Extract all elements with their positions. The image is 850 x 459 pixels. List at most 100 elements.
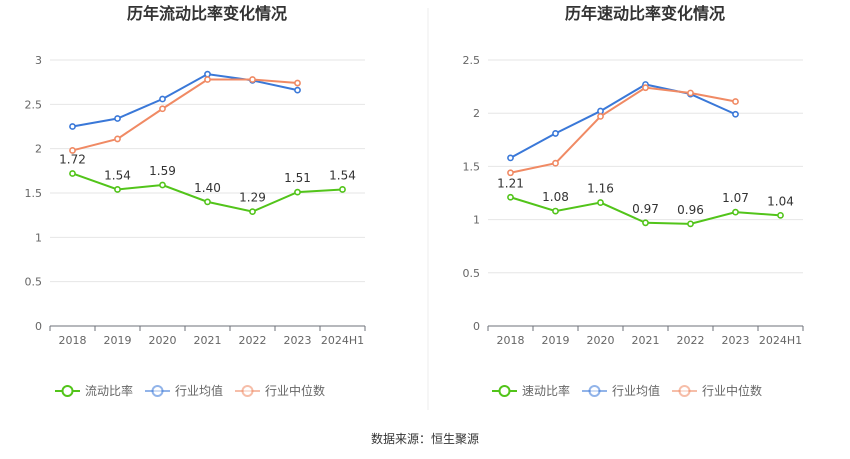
data-point xyxy=(507,193,514,201)
data-point xyxy=(204,198,211,206)
data-point xyxy=(687,89,694,97)
series-line-3 xyxy=(72,78,298,152)
data-point xyxy=(552,207,559,215)
y-tick-label: 0 xyxy=(473,320,480,333)
data-point xyxy=(204,70,211,78)
data-label: 1.51 xyxy=(284,171,311,185)
legend-item-3[interactable]: 行业中位数 xyxy=(672,383,762,398)
chart-panel-2: 历年速动比率变化情况 0 0.5 1 1.5 2 2.5 2018 2019 2020 2021 20… xyxy=(463,4,804,398)
data-point xyxy=(159,105,166,113)
data-label: 1.04 xyxy=(767,194,794,208)
x-tick-label: 2018 xyxy=(497,334,525,347)
data-point xyxy=(159,181,166,189)
data-point xyxy=(114,115,121,122)
x-tick-label: 2020 xyxy=(149,334,177,347)
data-point xyxy=(114,186,121,193)
data-point xyxy=(597,107,604,115)
y-tick-label: 2 xyxy=(473,107,480,120)
chart-panel-1: 历年流动比率变化情况 0 0.5 1 1.5 2 2.5 3 2018 2019 2020 2021 2… xyxy=(25,4,366,398)
series-line-2 xyxy=(510,83,736,159)
series-line-2 xyxy=(72,73,298,128)
data-label: 1.21 xyxy=(497,176,524,190)
legend-item-2[interactable]: 行业均值 xyxy=(145,383,223,398)
x-tick-label: 2019 xyxy=(104,334,132,347)
x-tick-label: 2021 xyxy=(194,334,222,347)
data-label: 1.72 xyxy=(59,152,86,166)
data-label: 1.54 xyxy=(104,168,131,182)
y-tick-label: 2.5 xyxy=(463,54,481,67)
data-point xyxy=(114,135,121,143)
y-tick-label: 3 xyxy=(35,54,42,67)
legend-label: 行业均值 xyxy=(175,383,223,398)
legend-item-3[interactable]: 行业中位数 xyxy=(235,383,325,398)
x-tick-label: 2023 xyxy=(722,334,750,347)
y-tick-label: 0 xyxy=(35,320,42,333)
y-tick-label: 1.5 xyxy=(463,160,481,173)
legend-item-2[interactable]: 行业均值 xyxy=(582,383,660,398)
chart-title: 历年速动比率变化情况 xyxy=(565,4,725,23)
x-tick-label: 2022 xyxy=(677,334,705,347)
x-tick-label: 2021 xyxy=(632,334,660,347)
data-label: 0.97 xyxy=(632,202,659,216)
legend-item-1[interactable]: 流动比率 xyxy=(55,383,133,398)
data-source-note: 数据来源：恒生聚源 xyxy=(370,432,479,446)
x-tick-label: 2019 xyxy=(542,334,570,347)
data-point xyxy=(69,123,76,130)
x-tick-label: 2023 xyxy=(284,334,312,347)
data-label: 1.54 xyxy=(329,168,356,182)
legend-label: 行业中位数 xyxy=(702,383,762,398)
legend-item-1[interactable]: 速动比率 xyxy=(492,383,570,398)
data-point xyxy=(249,76,256,83)
data-point xyxy=(552,159,559,167)
data-point xyxy=(159,95,166,103)
data-point xyxy=(642,84,649,92)
y-tick-label: 0.5 xyxy=(463,267,481,280)
x-tick-label: 2020 xyxy=(587,334,615,347)
x-tick-label: 2018 xyxy=(59,334,87,347)
data-point xyxy=(249,208,256,216)
data-label: 0.96 xyxy=(677,203,704,217)
data-label: 1.07 xyxy=(722,191,749,205)
legend-marker xyxy=(241,385,254,397)
legend-label: 流动比率 xyxy=(85,383,133,398)
x-tick-label: 2024H1 xyxy=(321,334,364,347)
legend-marker xyxy=(498,385,511,397)
data-point xyxy=(339,186,346,193)
legend-marker xyxy=(678,385,691,397)
x-tick-label: 2024H1 xyxy=(759,334,802,347)
legend-marker xyxy=(151,385,164,397)
series-line-3 xyxy=(510,86,736,174)
data-point xyxy=(597,112,604,120)
data-point xyxy=(552,130,559,137)
legend-label: 行业均值 xyxy=(612,383,660,398)
data-point xyxy=(294,86,301,94)
data-point xyxy=(732,208,739,216)
data-point xyxy=(507,169,514,177)
data-point xyxy=(69,147,76,154)
y-tick-label: 1.5 xyxy=(25,187,43,200)
data-point xyxy=(294,79,301,87)
data-point xyxy=(732,110,739,118)
data-point xyxy=(777,211,784,219)
data-point xyxy=(204,76,211,83)
data-point xyxy=(294,188,301,196)
data-label: 1.16 xyxy=(587,182,614,196)
data-point xyxy=(597,199,604,206)
y-tick-label: 1 xyxy=(473,214,480,227)
y-tick-label: 2 xyxy=(35,143,42,156)
data-point xyxy=(507,154,514,162)
data-point xyxy=(732,98,739,105)
data-label: 1.29 xyxy=(239,191,266,205)
legend-label: 速动比率 xyxy=(522,383,570,398)
y-tick-label: 1 xyxy=(35,231,42,244)
data-point xyxy=(687,220,694,228)
legend-marker xyxy=(588,385,601,397)
legend-label: 行业中位数 xyxy=(265,383,325,398)
x-tick-label: 2022 xyxy=(239,334,267,347)
data-label: 1.59 xyxy=(149,164,176,178)
data-label: 1.40 xyxy=(194,181,221,195)
data-label: 1.08 xyxy=(542,190,569,204)
legend-marker xyxy=(61,385,74,397)
y-tick-label: 2.5 xyxy=(25,98,43,111)
